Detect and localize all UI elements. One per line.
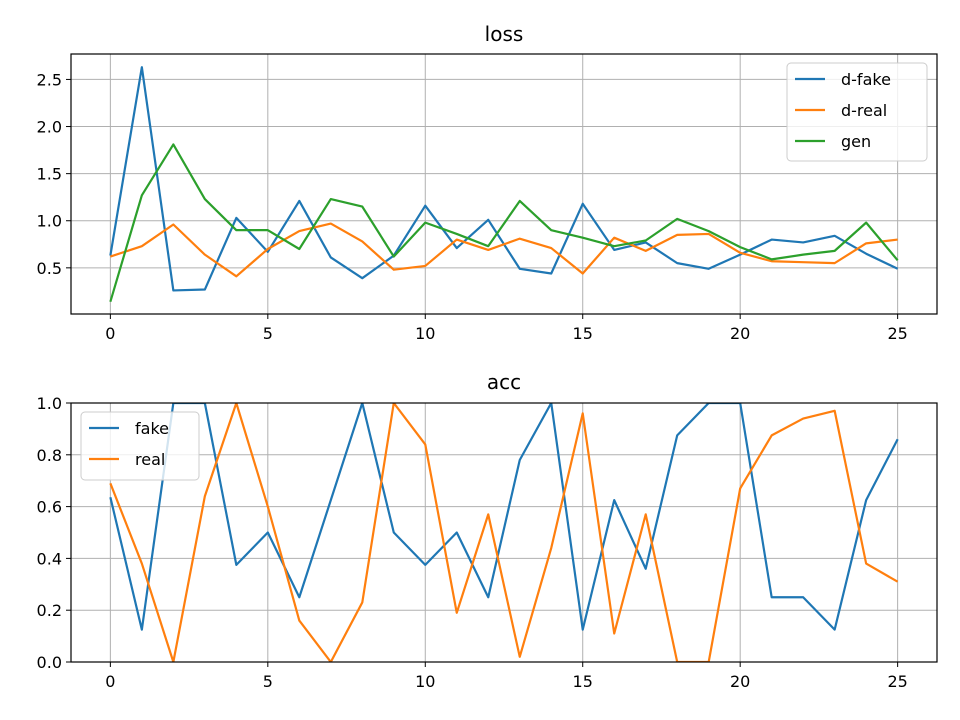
x-tick-label: 10	[415, 672, 435, 691]
legend-label-fake: fake	[135, 419, 169, 438]
legend-label-real: real	[135, 450, 165, 469]
x-tick-label: 0	[105, 672, 115, 691]
y-tick-label: 2.5	[37, 70, 62, 89]
y-tick-label: 2.0	[37, 118, 62, 137]
x-tick-label: 5	[263, 672, 273, 691]
legend-box	[786, 62, 928, 162]
y-tick-label: 1.0	[37, 394, 62, 413]
legend: d-fake d-real gen	[786, 62, 928, 162]
x-tick-label: 15	[573, 324, 593, 343]
legend-label-d-fake: d-fake	[841, 70, 891, 89]
legend-label-gen: gen	[841, 132, 871, 151]
x-tick-label: 10	[415, 324, 435, 343]
y-tick-label: 0.2	[37, 601, 62, 620]
axes-frame	[70, 402, 938, 663]
x-tick-label: 0	[105, 324, 115, 343]
loss-chart-title: loss	[485, 22, 524, 46]
series-line-d-real	[110, 222, 898, 278]
x-tick-label: 25	[887, 672, 907, 691]
series-line-gen	[109, 143, 899, 303]
series-line-d-fake	[109, 66, 899, 292]
x-tick-label: 5	[263, 324, 273, 343]
y-tick-label: 0.0	[37, 653, 62, 672]
legend: fake real	[80, 411, 200, 481]
acc-panel: acc 0 5 10 15 20 25 0.0 0.2 0.4 0.6 0.8 1.0 fake real	[37, 370, 938, 691]
x-tick-label: 15	[573, 672, 593, 691]
legend-label-d-real: d-real	[841, 101, 887, 120]
acc-chart-title: acc	[487, 370, 521, 394]
y-tick-label: 0.8	[37, 446, 62, 465]
series-line-real	[109, 403, 899, 662]
y-tick-label: 0.6	[37, 498, 62, 517]
y-tick-label: 0.5	[37, 259, 62, 278]
y-tick-label: 1.5	[37, 165, 62, 184]
x-tick-label: 20	[730, 324, 750, 343]
series-line-fake	[109, 403, 899, 631]
x-tick-label: 20	[730, 672, 750, 691]
x-tick-label: 25	[887, 324, 907, 343]
axes-frame	[70, 53, 938, 315]
loss-panel: loss 0 5 10 15 20 25 0.5 1.0 1.5 2.0 2.5 d-fake d-re…	[37, 22, 938, 343]
y-tick-label: 1.0	[37, 212, 62, 231]
y-tick-label: 0.4	[37, 549, 62, 568]
